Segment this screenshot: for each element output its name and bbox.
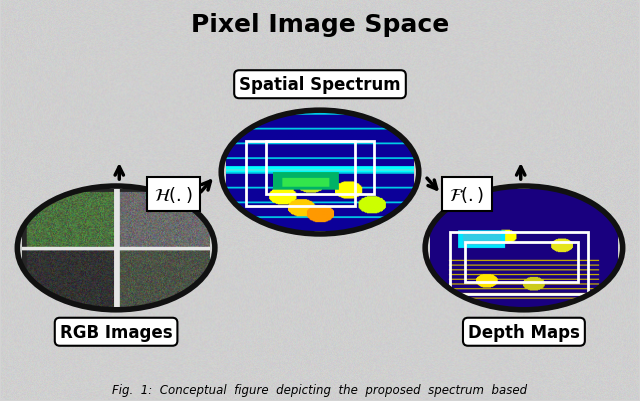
Text: $\mathcal{F}(.)$: $\mathcal{F}(.)$ — [449, 184, 484, 205]
Text: RGB Images: RGB Images — [60, 323, 172, 341]
Text: Depth Maps: Depth Maps — [468, 323, 580, 341]
Text: Pixel Image Space: Pixel Image Space — [191, 13, 449, 37]
Text: Spatial Spectrum: Spatial Spectrum — [239, 76, 401, 94]
Text: $\mathcal{H}(.)$: $\mathcal{H}(.)$ — [154, 184, 193, 205]
Text: Fig.  1:  Conceptual  figure  depicting  the  proposed  spectrum  based: Fig. 1: Conceptual figure depicting the … — [113, 383, 527, 396]
